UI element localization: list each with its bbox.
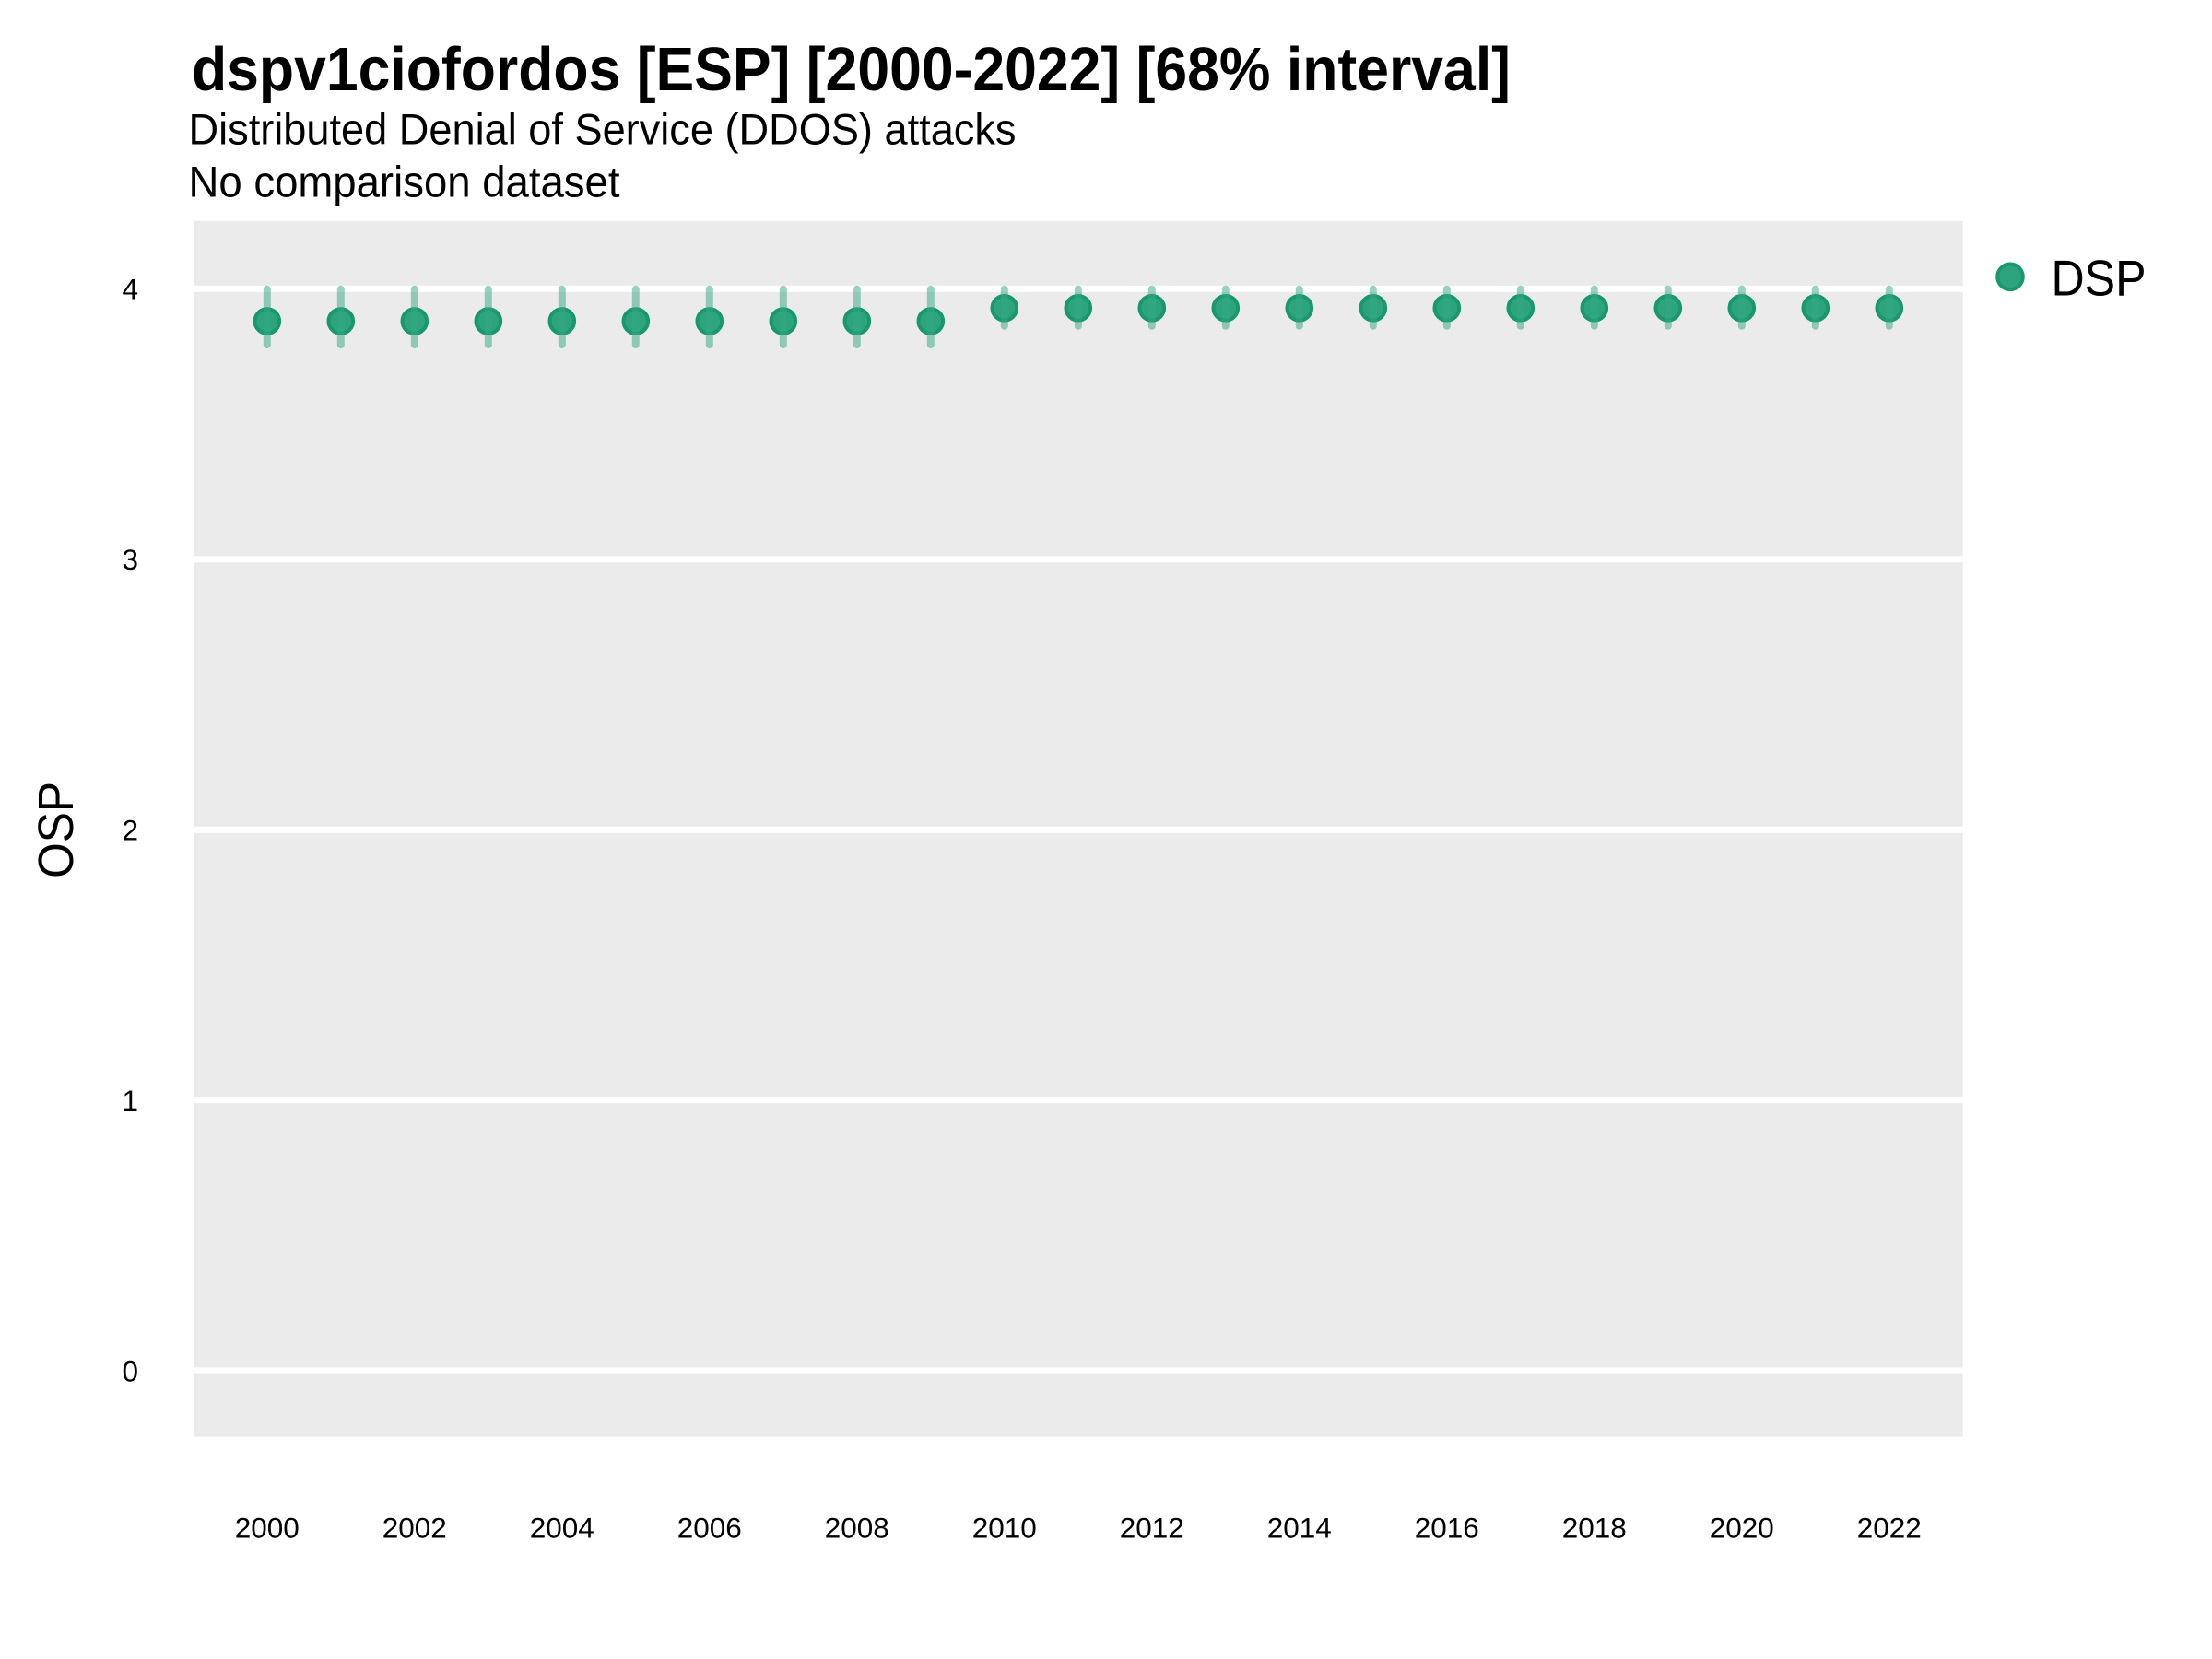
svg-text:2002: 2002 [382,1512,447,1545]
svg-text:2014: 2014 [1267,1512,1332,1545]
svg-text:OSP: OSP [29,782,84,878]
svg-text:3: 3 [123,543,139,576]
svg-text:2010: 2010 [972,1512,1037,1545]
svg-text:1: 1 [123,1084,139,1117]
svg-text:2004: 2004 [530,1512,594,1545]
svg-text:2022: 2022 [1857,1512,1922,1545]
svg-text:2016: 2016 [1415,1512,1479,1545]
svg-text:2000: 2000 [235,1512,300,1545]
svg-text:2: 2 [123,814,139,847]
svg-text:0: 0 [123,1354,139,1387]
svg-text:2018: 2018 [1562,1512,1627,1545]
svg-text:dspv1ciofordos [ESP] [2000-202: dspv1ciofordos [ESP] [2000-2022] [68% in… [192,35,1511,104]
svg-text:2006: 2006 [677,1512,742,1545]
svg-text:2020: 2020 [1710,1512,1774,1545]
svg-text:No comparison dataset: No comparison dataset [189,157,620,206]
svg-text:2008: 2008 [825,1512,889,1545]
svg-text:Distributed Denial of Service: Distributed Denial of Service (DDOS) att… [189,105,1017,154]
svg-text:DSP: DSP [2052,249,2147,306]
svg-text:4: 4 [123,273,139,306]
svg-text:2012: 2012 [1120,1512,1184,1545]
